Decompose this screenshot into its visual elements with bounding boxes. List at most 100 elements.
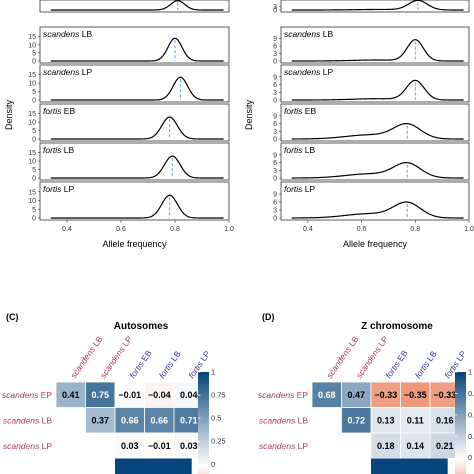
- colorbar-segment: [198, 410, 209, 413]
- colorbar-segment: [198, 402, 209, 405]
- column-label: fortis LB: [157, 349, 183, 381]
- cell-value: 0.66: [121, 416, 139, 426]
- colorbar-segment: [198, 380, 209, 383]
- colorbar-segment: [455, 470, 466, 473]
- facet-label: scandens LP: [43, 67, 92, 77]
- y-tick-label: 0: [32, 59, 36, 66]
- species-name: fortis: [284, 184, 303, 194]
- population-name: LP: [39, 441, 52, 451]
- x-tick-label: 0.4: [303, 226, 313, 233]
- facet-frame: [280, 26, 470, 64]
- facet-frame: [39, 142, 230, 181]
- facet-label: fortis LB: [284, 145, 316, 155]
- colorbar-segment: [455, 468, 466, 471]
- facet-label: fortis LP: [43, 184, 75, 194]
- cell-value: 0.71: [180, 416, 198, 426]
- row-label: scandens LP: [259, 441, 308, 451]
- y-tick-label: 0: [32, 176, 36, 183]
- colorbar-segment: [455, 386, 466, 389]
- colorbar-segment: [198, 422, 209, 425]
- cell-value: 0.03: [121, 441, 139, 451]
- heatmap-cell: [429, 381, 460, 408]
- colorbar-segment: [198, 460, 209, 463]
- colorbar-segment: [455, 416, 466, 419]
- colorbar-segment: [198, 434, 209, 437]
- row-label: scandens LP: [3, 441, 52, 451]
- facet-label: scandens LB: [43, 29, 92, 39]
- heatmap-cell: [114, 432, 145, 459]
- species-name: scandens: [2, 390, 39, 400]
- facet-frame: [39, 103, 230, 142]
- column-label: fortis LB: [413, 349, 439, 381]
- colorbar: 1 0.75 0.5 0.25 0: [455, 368, 474, 474]
- colorbar-segment: [198, 464, 209, 467]
- x-tick-label: 0.8: [410, 226, 420, 233]
- colorbar-segment: [198, 392, 209, 395]
- colorbar-segment: [198, 404, 209, 407]
- cell-value: 0.11: [407, 416, 424, 426]
- heatmap-cell: [341, 407, 372, 434]
- cell-value: 0.66: [150, 416, 168, 426]
- colorbar-segment: [455, 432, 466, 435]
- species-name: scandens: [354, 344, 383, 380]
- facet-A-0: [39, 0, 230, 13]
- population-name: LB: [320, 29, 333, 39]
- colorbar-segment: [198, 386, 209, 389]
- y-tick-label: 3: [273, 4, 277, 11]
- y-tick-label: 9: [273, 36, 277, 43]
- density-curve: [291, 161, 464, 179]
- y-tick-label: 6: [273, 200, 277, 207]
- facet-frame: [280, 64, 470, 103]
- y-tick-label: 3: [273, 90, 277, 97]
- density-curve: [291, 79, 464, 101]
- row-label: scandens LB: [3, 415, 52, 425]
- colorbar-segment: [455, 402, 466, 405]
- colorbar-segment: [198, 382, 209, 385]
- heatmap-cell: [114, 407, 145, 434]
- colorbar-segment: [455, 406, 466, 409]
- y-tick-label: 15: [28, 150, 36, 157]
- colorbar-segment: [198, 450, 209, 453]
- species-name: scandens: [259, 415, 296, 425]
- facet-label: fortis EB: [284, 106, 316, 116]
- species-name: fortis: [43, 145, 62, 155]
- colorbar-segment: [455, 380, 466, 383]
- facet-frame: [39, 181, 230, 221]
- colorbar-segment: [198, 452, 209, 455]
- facet-frame: [280, 142, 470, 181]
- y-tick-label: 6: [273, 121, 277, 128]
- y-tick-label: 5: [32, 167, 36, 174]
- y-tick-label: 9: [273, 74, 277, 81]
- colorbar-segment: [198, 438, 209, 441]
- colorbar-segment: [198, 384, 209, 387]
- facet-frame: [280, 181, 470, 221]
- colorbar-segment: [455, 412, 466, 415]
- colorbar-label: 0.5: [468, 410, 474, 419]
- y-tick-label: 5: [32, 128, 36, 135]
- colorbar-label: 0.25: [468, 432, 474, 441]
- colorbar-label: 1: [211, 368, 215, 377]
- colorbar-segment: [455, 392, 466, 395]
- y-tick-label: 3: [273, 168, 277, 175]
- density-curve: [291, 39, 464, 62]
- colorbar-segment: [455, 422, 466, 425]
- colorbar-segment: [455, 448, 466, 451]
- facet-label: scandens LB: [284, 29, 333, 39]
- facet-A-5: 0 5 10 15 fortis LP: [28, 181, 230, 223]
- colorbar-segment: [198, 466, 209, 469]
- colorbar-segment: [455, 394, 466, 397]
- y-tick-label: 10: [28, 120, 36, 127]
- density-curve: [50, 155, 224, 179]
- y-tick-label: 3: [273, 129, 277, 136]
- facet-A-4: 0 510 15 fortis LB: [28, 142, 230, 183]
- species-name: scandens: [68, 344, 97, 380]
- colorbar-segment: [455, 424, 466, 427]
- density-curve: [291, 201, 464, 219]
- colorbar-segment: [455, 426, 466, 429]
- heatmap-cell: [371, 458, 448, 474]
- colorbar-segment: [455, 452, 466, 455]
